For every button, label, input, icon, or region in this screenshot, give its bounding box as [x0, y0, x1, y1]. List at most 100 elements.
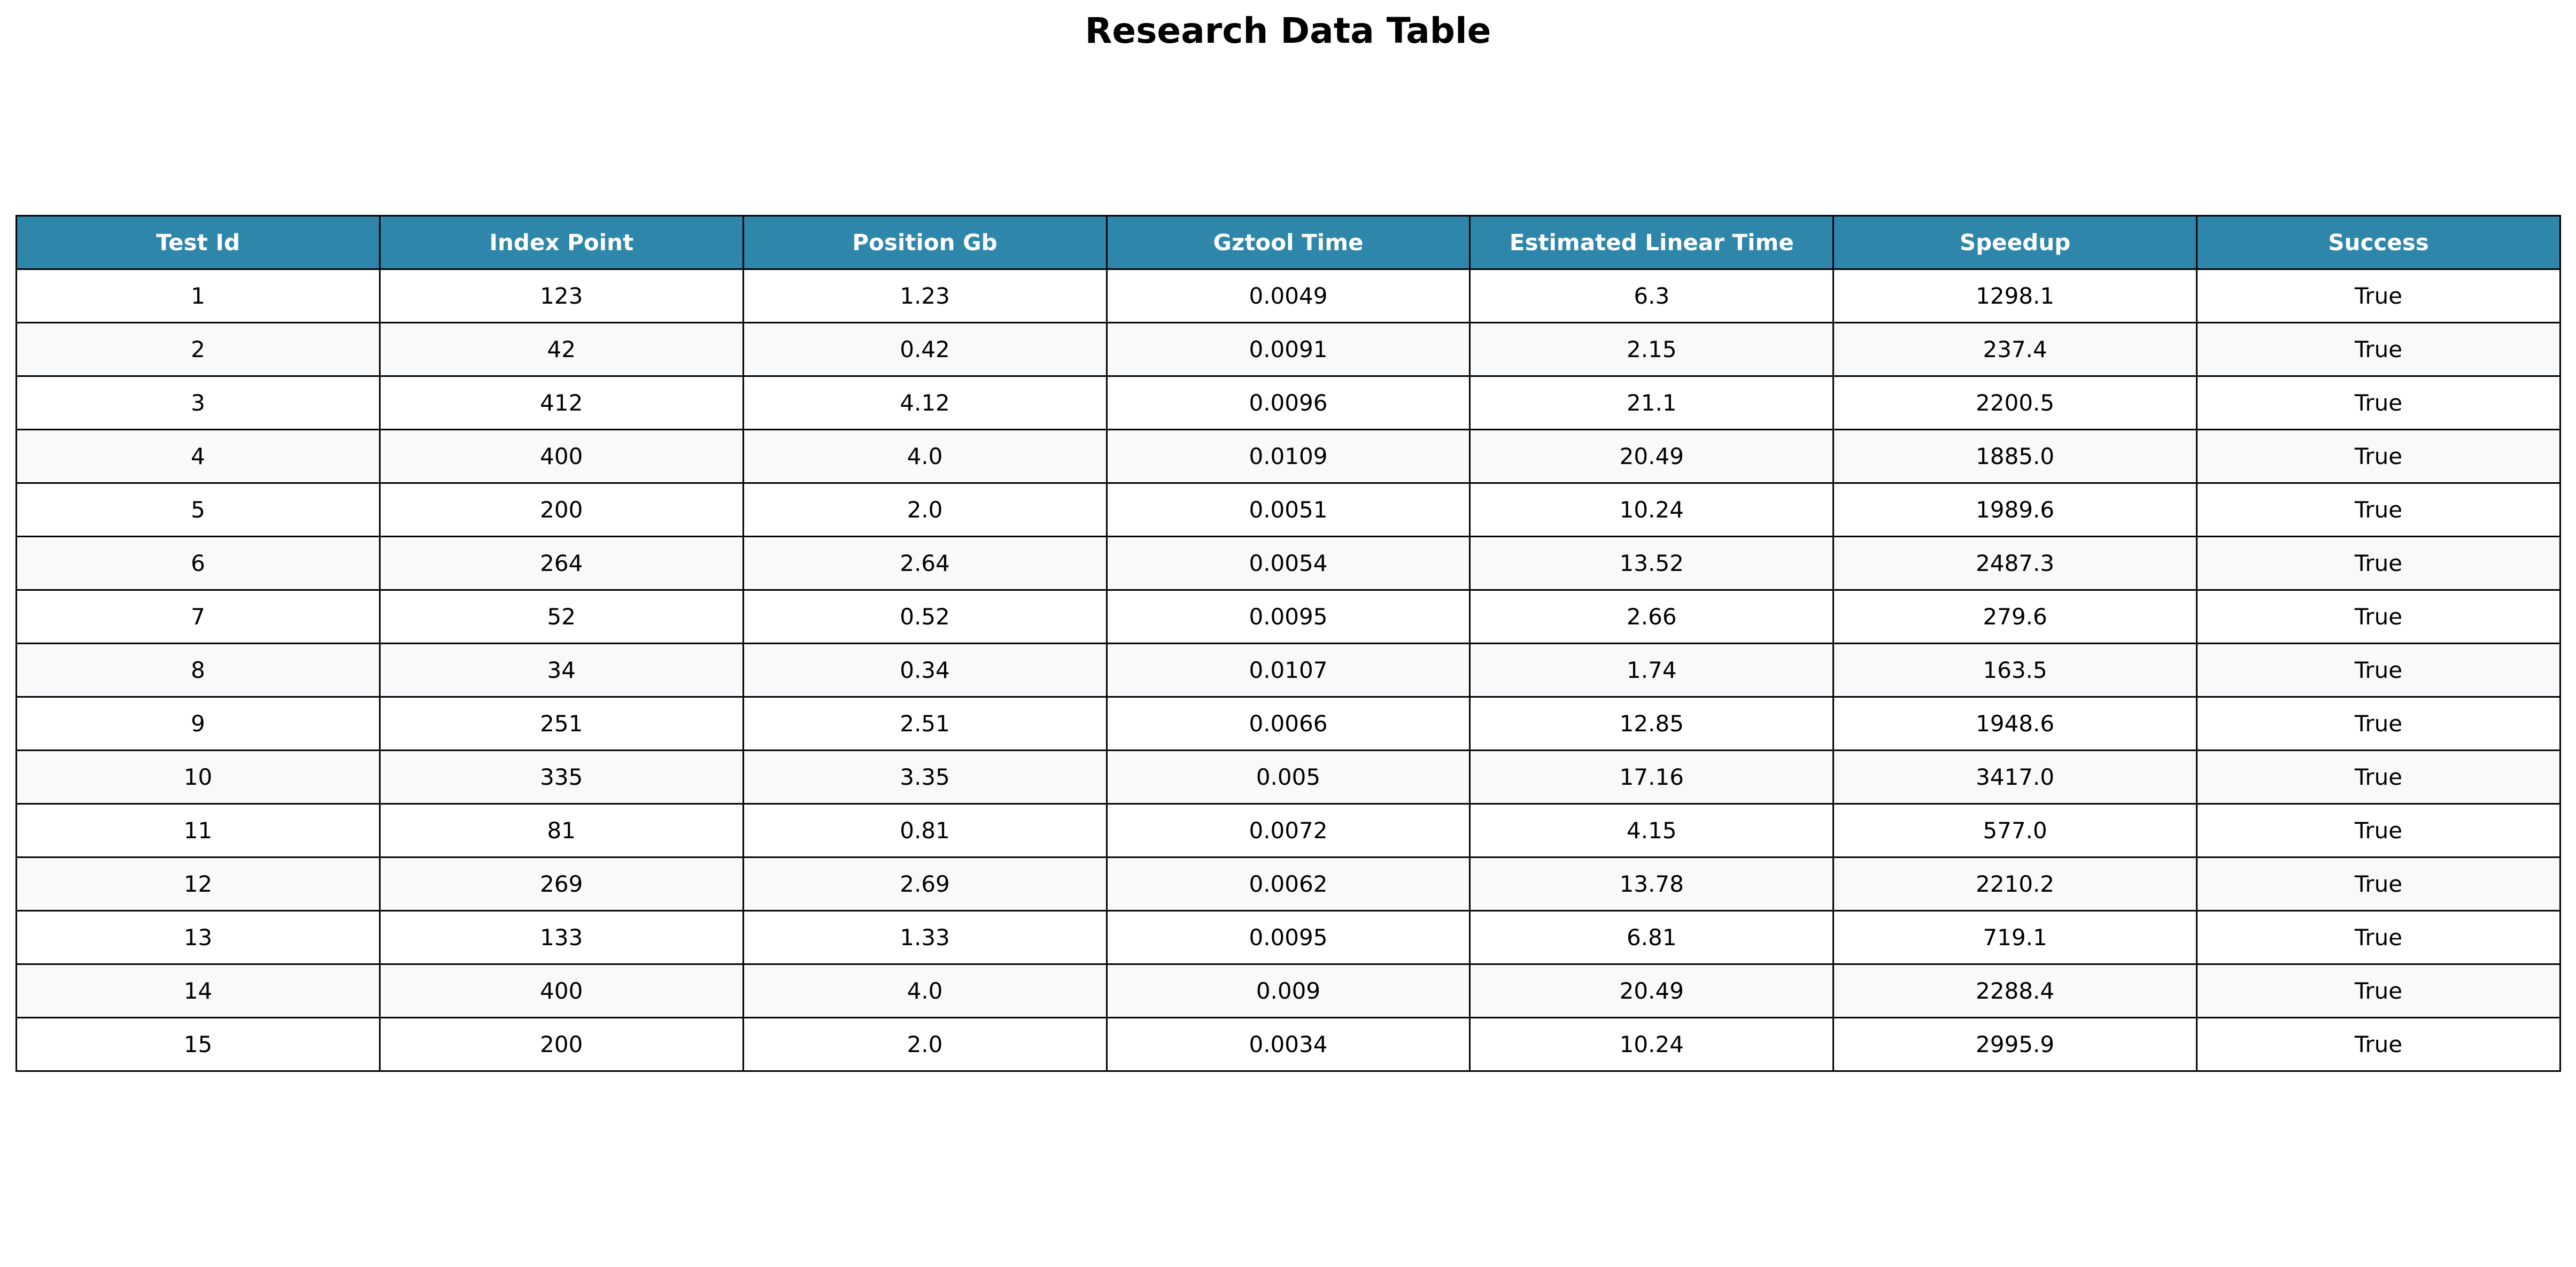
- table-cell: 577.0: [1832, 803, 2198, 858]
- table-cell: True: [2196, 589, 2561, 644]
- table-cell: 0.0109: [1105, 429, 1471, 484]
- table-cell: True: [2196, 536, 2561, 591]
- table-cell: 2.64: [742, 536, 1108, 591]
- table-cell: 0.52: [742, 589, 1108, 644]
- table-cell: 279.6: [1832, 589, 2198, 644]
- table-cell: 1.74: [1469, 643, 1835, 698]
- table-cell: 7: [16, 589, 381, 644]
- table-cell: 0.0066: [1105, 696, 1471, 751]
- table-cell: 0.0095: [1105, 589, 1471, 644]
- table-cell: True: [2196, 910, 2561, 965]
- table-cell: True: [2196, 696, 2561, 751]
- table-cell: 13.78: [1469, 856, 1835, 911]
- table-row: 14 400 4.0 0.009 20.49 2288.4 True: [16, 963, 2561, 1018]
- table-cell: 0.0091: [1105, 322, 1471, 377]
- table-cell: 269: [378, 856, 744, 911]
- table-cell: True: [2196, 482, 2561, 537]
- table-cell: 0.0049: [1105, 268, 1471, 323]
- table-row: 2 42 0.42 0.0091 2.15 237.4 True: [16, 322, 2561, 377]
- table-cell: True: [2196, 429, 2561, 484]
- table-cell: 200: [378, 482, 744, 537]
- column-header: Index Point: [378, 215, 744, 270]
- table-cell: True: [2196, 268, 2561, 323]
- table-cell: 1.23: [742, 268, 1108, 323]
- table-cell: True: [2196, 856, 2561, 911]
- table-cell: 1989.6: [1832, 482, 2198, 537]
- table-cell: 1.33: [742, 910, 1108, 965]
- table-cell: 2995.9: [1832, 1017, 2198, 1072]
- table-cell: 17.16: [1469, 750, 1835, 805]
- table-cell: True: [2196, 322, 2561, 377]
- table-row: 7 52 0.52 0.0095 2.66 279.6 True: [16, 589, 2561, 644]
- table-cell: True: [2196, 375, 2561, 430]
- table-cell: 2.0: [742, 1017, 1108, 1072]
- table-cell: 719.1: [1832, 910, 2198, 965]
- table-cell: 163.5: [1832, 643, 2198, 698]
- table-cell: 0.0096: [1105, 375, 1471, 430]
- table-cell: 52: [378, 589, 744, 644]
- table-row: 13 133 1.33 0.0095 6.81 719.1 True: [16, 910, 2561, 965]
- table-cell: 0.0062: [1105, 856, 1471, 911]
- table-cell: True: [2196, 1017, 2561, 1072]
- table-cell: 0.009: [1105, 963, 1471, 1018]
- table-cell: 15: [16, 1017, 381, 1072]
- table-cell: 14: [16, 963, 381, 1018]
- table-cell: 2487.3: [1832, 536, 2198, 591]
- table-header-row: Test Id Index Point Position Gb Gztool Time…: [16, 215, 2561, 270]
- table-cell: 2288.4: [1832, 963, 2198, 1018]
- column-header: Success: [2196, 215, 2561, 270]
- table-cell: 8: [16, 643, 381, 698]
- table-cell: 4: [16, 429, 381, 484]
- table-cell: 2210.2: [1832, 856, 2198, 911]
- table-cell: 21.1: [1469, 375, 1835, 430]
- table-cell: 12.85: [1469, 696, 1835, 751]
- table-cell: 0.0107: [1105, 643, 1471, 698]
- table-row: 15 200 2.0 0.0034 10.24 2995.9 True: [16, 1017, 2561, 1072]
- table-cell: 81: [378, 803, 744, 858]
- table-cell: 11: [16, 803, 381, 858]
- research-data-table: Test Id Index Point Position Gb Gztool Time…: [16, 215, 2561, 1072]
- table-row: 12 269 2.69 0.0062 13.78 2210.2 True: [16, 856, 2561, 911]
- table-cell: 0.0095: [1105, 910, 1471, 965]
- table-body: 1 123 1.23 0.0049 6.3 1298.1 True 2 42 0.42 0.0091…: [16, 268, 2561, 1072]
- table-cell: 1948.6: [1832, 696, 2198, 751]
- table-cell: 3: [16, 375, 381, 430]
- table-cell: 0.0054: [1105, 536, 1471, 591]
- table-cell: 2.0: [742, 482, 1108, 537]
- table-cell: 237.4: [1832, 322, 2198, 377]
- table-row: 6 264 2.64 0.0054 13.52 2487.3 True: [16, 536, 2561, 591]
- table-cell: 1885.0: [1832, 429, 2198, 484]
- column-header: Test Id: [16, 215, 381, 270]
- table-cell: 335: [378, 750, 744, 805]
- table-cell: 4.0: [742, 963, 1108, 1018]
- table-cell: 10.24: [1469, 1017, 1835, 1072]
- table-cell: 264: [378, 536, 744, 591]
- table-cell: 1298.1: [1832, 268, 2198, 323]
- table-cell: 2.51: [742, 696, 1108, 751]
- table-cell: 2.66: [1469, 589, 1835, 644]
- table-cell: 412: [378, 375, 744, 430]
- table-cell: 42: [378, 322, 744, 377]
- table-cell: 3.35: [742, 750, 1108, 805]
- column-header: Estimated Linear Time: [1469, 215, 1835, 270]
- column-header: Speedup: [1832, 215, 2198, 270]
- table-cell: True: [2196, 803, 2561, 858]
- table-cell: 2.69: [742, 856, 1108, 911]
- table-cell: 0.005: [1105, 750, 1471, 805]
- table-cell: 133: [378, 910, 744, 965]
- table-row: 10 335 3.35 0.005 17.16 3417.0 True: [16, 750, 2561, 805]
- table-row: 8 34 0.34 0.0107 1.74 163.5 True: [16, 643, 2561, 698]
- table-cell: 0.81: [742, 803, 1108, 858]
- table-row: 1 123 1.23 0.0049 6.3 1298.1 True: [16, 268, 2561, 323]
- table-cell: 3417.0: [1832, 750, 2198, 805]
- table-cell: True: [2196, 963, 2561, 1018]
- table-title: Research Data Table: [1085, 10, 1491, 51]
- table-row: 5 200 2.0 0.0051 10.24 1989.6 True: [16, 482, 2561, 537]
- table-cell: 400: [378, 963, 744, 1018]
- table-cell: 4.15: [1469, 803, 1835, 858]
- table-row: 9 251 2.51 0.0066 12.85 1948.6 True: [16, 696, 2561, 751]
- table-cell: 0.0034: [1105, 1017, 1471, 1072]
- table-cell: 6: [16, 536, 381, 591]
- table-cell: 13: [16, 910, 381, 965]
- table-cell: 2: [16, 322, 381, 377]
